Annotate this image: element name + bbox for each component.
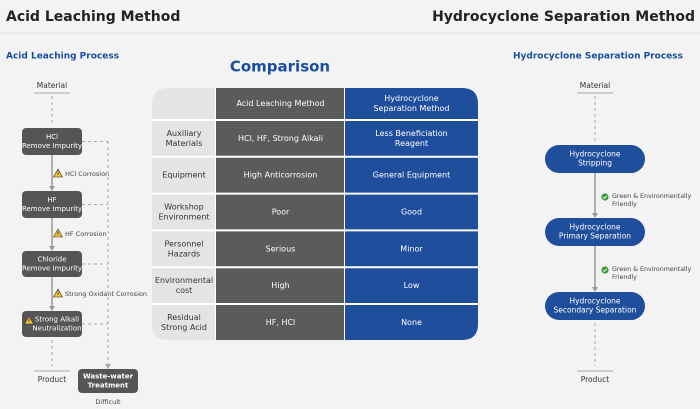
process-label: Hydrocyclone: [569, 223, 620, 232]
process-label: Remove Impurity: [22, 265, 82, 273]
check-mark: [602, 195, 608, 200]
arrow-head: [592, 213, 598, 218]
side-label: Treatment: [88, 382, 129, 390]
warning-note: HCl Corrosion: [65, 170, 109, 178]
row-label: Environmental: [155, 276, 213, 285]
process-label: HCl: [46, 133, 58, 141]
arrow-head: [105, 364, 111, 369]
acid-cell: HF, HCl: [266, 318, 296, 327]
benefit-note: Green & Environmentally: [612, 266, 692, 273]
arrow-head: [592, 287, 598, 292]
process-label: Neutralization: [32, 325, 81, 333]
hydro-cell: General Equipment: [373, 171, 451, 180]
hydro-column: [345, 88, 478, 340]
start-label: Material: [580, 81, 610, 90]
process-label: Strong Alkali: [35, 316, 79, 324]
hydro-cell: Good: [401, 208, 422, 217]
end-label: Product: [581, 375, 610, 384]
side-note: Difficult: [95, 398, 121, 406]
process-box: [22, 128, 82, 155]
comparison-title: Comparison: [230, 58, 330, 76]
side-label: Waste-water: [83, 373, 134, 381]
check-mark: [602, 268, 608, 273]
process-box: [22, 191, 82, 218]
hydro-cell: Low: [404, 281, 420, 290]
arrow-head: [49, 186, 55, 191]
process-label: Secondary Separation: [554, 306, 637, 315]
row-label: Personnel: [164, 239, 203, 248]
process-label: Hydrocyclone: [569, 150, 620, 159]
process-label: Hydrocyclone: [569, 297, 620, 306]
arrow-head: [49, 306, 55, 311]
hydro-cell: Minor: [400, 244, 423, 253]
left-title: Acid Leaching Method: [6, 9, 180, 25]
arrow-head: [49, 246, 55, 251]
benefit-note: Friendly: [612, 274, 637, 281]
benefit-note: Green & Environmentally: [612, 193, 692, 200]
right-title: Hydrocyclone Separation Method: [432, 9, 695, 25]
acid-cell: Poor: [272, 208, 290, 217]
acid-column: [216, 88, 344, 340]
acid-cell: Serious: [266, 244, 296, 253]
process-box: [22, 251, 82, 277]
start-label: Material: [37, 81, 67, 90]
hydro-cell: Reagent: [395, 139, 428, 148]
row-label: Equipment: [162, 171, 205, 180]
row-label: Strong Acid: [161, 323, 207, 332]
process-box: [22, 311, 82, 337]
process-label: Remove Impurity: [22, 205, 82, 213]
left-subtitle: Acid Leaching Process: [6, 52, 119, 62]
column-header: Hydrocyclone: [384, 94, 439, 103]
side-box: [78, 369, 138, 393]
hydro-cell: None: [401, 318, 422, 327]
column-header: Acid Leaching Method: [236, 99, 324, 108]
row-label: Auxiliary: [167, 129, 202, 138]
acid-cell: High Anticorrosion: [244, 171, 318, 180]
process-box: [545, 145, 645, 173]
column-header: Separation Method: [373, 104, 449, 113]
row-label: Workshop: [164, 203, 203, 212]
end-label: Product: [38, 375, 67, 384]
process-label: HF: [47, 196, 56, 204]
acid-cell: High: [271, 281, 289, 290]
process-box: [545, 292, 645, 320]
row-label: Hazards: [168, 249, 200, 258]
process-label: Stripping: [578, 159, 612, 168]
warning-note: Strong Oxidant Corrosion: [65, 290, 147, 298]
benefit-note: Friendly: [612, 201, 637, 208]
row-label: cost: [176, 286, 193, 295]
check-icon: [601, 266, 609, 274]
row-label: Residual: [167, 313, 201, 322]
process-label: Chloride: [37, 256, 66, 264]
row-label: Materials: [166, 139, 203, 148]
check-icon: [601, 193, 609, 201]
acid-cell: HCl, HF, Strong Alkali: [238, 134, 323, 143]
process-label: Remove Impurity: [22, 142, 82, 150]
process-label: Primary Separation: [559, 232, 631, 241]
right-subtitle: Hydrocyclone Separation Process: [513, 52, 683, 62]
hydro-cell: Less Beneficiation: [375, 129, 447, 138]
process-box: [545, 218, 645, 246]
row-label: Environment: [158, 213, 209, 222]
label-column: [152, 88, 215, 340]
warning-note: HF Corrosion: [65, 230, 107, 238]
